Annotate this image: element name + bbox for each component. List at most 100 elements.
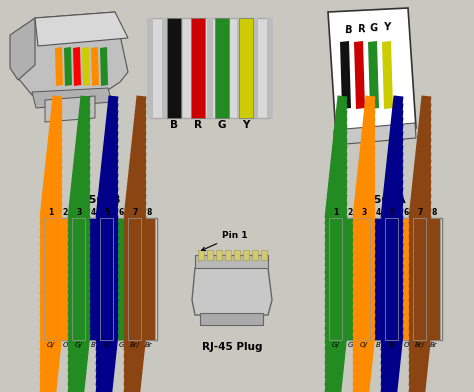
- Bar: [239, 18, 253, 118]
- Text: 2: 2: [63, 207, 68, 216]
- Bar: [86, 218, 100, 340]
- Text: 2: 2: [347, 207, 353, 216]
- Bar: [147, 18, 153, 118]
- Polygon shape: [73, 47, 81, 86]
- Bar: [115, 218, 128, 340]
- Bar: [413, 218, 427, 340]
- Text: 6: 6: [118, 207, 124, 216]
- Bar: [191, 18, 205, 118]
- Polygon shape: [192, 268, 272, 315]
- Polygon shape: [82, 47, 90, 86]
- Text: R: R: [194, 120, 202, 130]
- Polygon shape: [100, 47, 108, 86]
- Bar: [207, 250, 213, 260]
- Text: T-568B: T-568B: [79, 195, 121, 205]
- Polygon shape: [195, 255, 268, 268]
- Bar: [372, 218, 384, 340]
- Bar: [216, 250, 222, 260]
- Polygon shape: [382, 41, 393, 109]
- Bar: [252, 250, 258, 260]
- Text: G: G: [218, 120, 226, 130]
- Text: G: G: [370, 23, 378, 33]
- Bar: [329, 218, 343, 340]
- Bar: [261, 250, 267, 260]
- Text: 5: 5: [104, 207, 109, 216]
- Bar: [329, 218, 343, 340]
- Bar: [225, 250, 231, 260]
- Text: R: R: [357, 24, 365, 34]
- Bar: [162, 18, 168, 118]
- Bar: [385, 218, 399, 340]
- Text: O/: O/: [47, 342, 55, 348]
- Text: B/: B/: [388, 342, 396, 348]
- Text: G: G: [347, 342, 353, 348]
- Text: Br: Br: [145, 342, 153, 348]
- Text: T-568A: T-568A: [364, 195, 406, 205]
- Text: O: O: [62, 342, 68, 348]
- Polygon shape: [64, 47, 72, 86]
- Text: O/: O/: [360, 342, 368, 348]
- Bar: [100, 218, 113, 340]
- Polygon shape: [200, 313, 263, 325]
- Bar: [400, 218, 412, 340]
- Bar: [150, 18, 270, 118]
- Bar: [73, 218, 85, 340]
- Text: B: B: [344, 25, 352, 35]
- Bar: [177, 18, 183, 118]
- Polygon shape: [354, 41, 365, 109]
- Text: B: B: [91, 342, 95, 348]
- Bar: [252, 18, 258, 118]
- Bar: [128, 218, 142, 340]
- Text: G/: G/: [332, 342, 340, 348]
- Text: Br/: Br/: [415, 342, 425, 348]
- Bar: [58, 218, 72, 340]
- Text: 3: 3: [76, 207, 82, 216]
- Polygon shape: [334, 123, 416, 145]
- Text: B: B: [170, 120, 178, 130]
- Text: 8: 8: [431, 207, 437, 216]
- Polygon shape: [55, 47, 63, 86]
- Polygon shape: [45, 96, 95, 122]
- Bar: [328, 218, 443, 340]
- Bar: [192, 18, 198, 118]
- Bar: [357, 218, 371, 340]
- Text: Pin 1: Pin 1: [201, 231, 247, 250]
- Text: B/: B/: [103, 342, 110, 348]
- Bar: [143, 218, 155, 340]
- Bar: [428, 218, 440, 340]
- Text: 4: 4: [91, 207, 96, 216]
- Text: 8: 8: [146, 207, 152, 216]
- Text: B: B: [375, 342, 380, 348]
- Text: RJ-45 Plug: RJ-45 Plug: [202, 342, 262, 352]
- Text: G/: G/: [75, 342, 83, 348]
- Text: 7: 7: [132, 207, 137, 216]
- Text: Y: Y: [383, 22, 391, 32]
- Bar: [45, 218, 57, 340]
- Bar: [267, 18, 273, 118]
- Text: Br: Br: [430, 342, 438, 348]
- Polygon shape: [328, 8, 416, 135]
- Polygon shape: [18, 12, 128, 95]
- Text: 5: 5: [390, 207, 394, 216]
- Text: O: O: [403, 342, 409, 348]
- Bar: [222, 18, 228, 118]
- Text: Br/: Br/: [130, 342, 140, 348]
- Polygon shape: [10, 18, 35, 80]
- Text: G: G: [118, 342, 124, 348]
- Bar: [100, 218, 113, 340]
- Text: Y: Y: [242, 120, 250, 130]
- Polygon shape: [91, 47, 99, 86]
- Text: 3: 3: [361, 207, 366, 216]
- Bar: [167, 18, 181, 118]
- Bar: [243, 250, 249, 260]
- Bar: [344, 218, 356, 340]
- Text: 1: 1: [333, 207, 338, 216]
- Bar: [357, 218, 371, 340]
- Bar: [45, 218, 57, 340]
- Bar: [234, 250, 240, 260]
- Text: 7: 7: [417, 207, 423, 216]
- Polygon shape: [32, 88, 112, 108]
- Polygon shape: [35, 12, 128, 46]
- Bar: [128, 218, 142, 340]
- Bar: [215, 18, 229, 118]
